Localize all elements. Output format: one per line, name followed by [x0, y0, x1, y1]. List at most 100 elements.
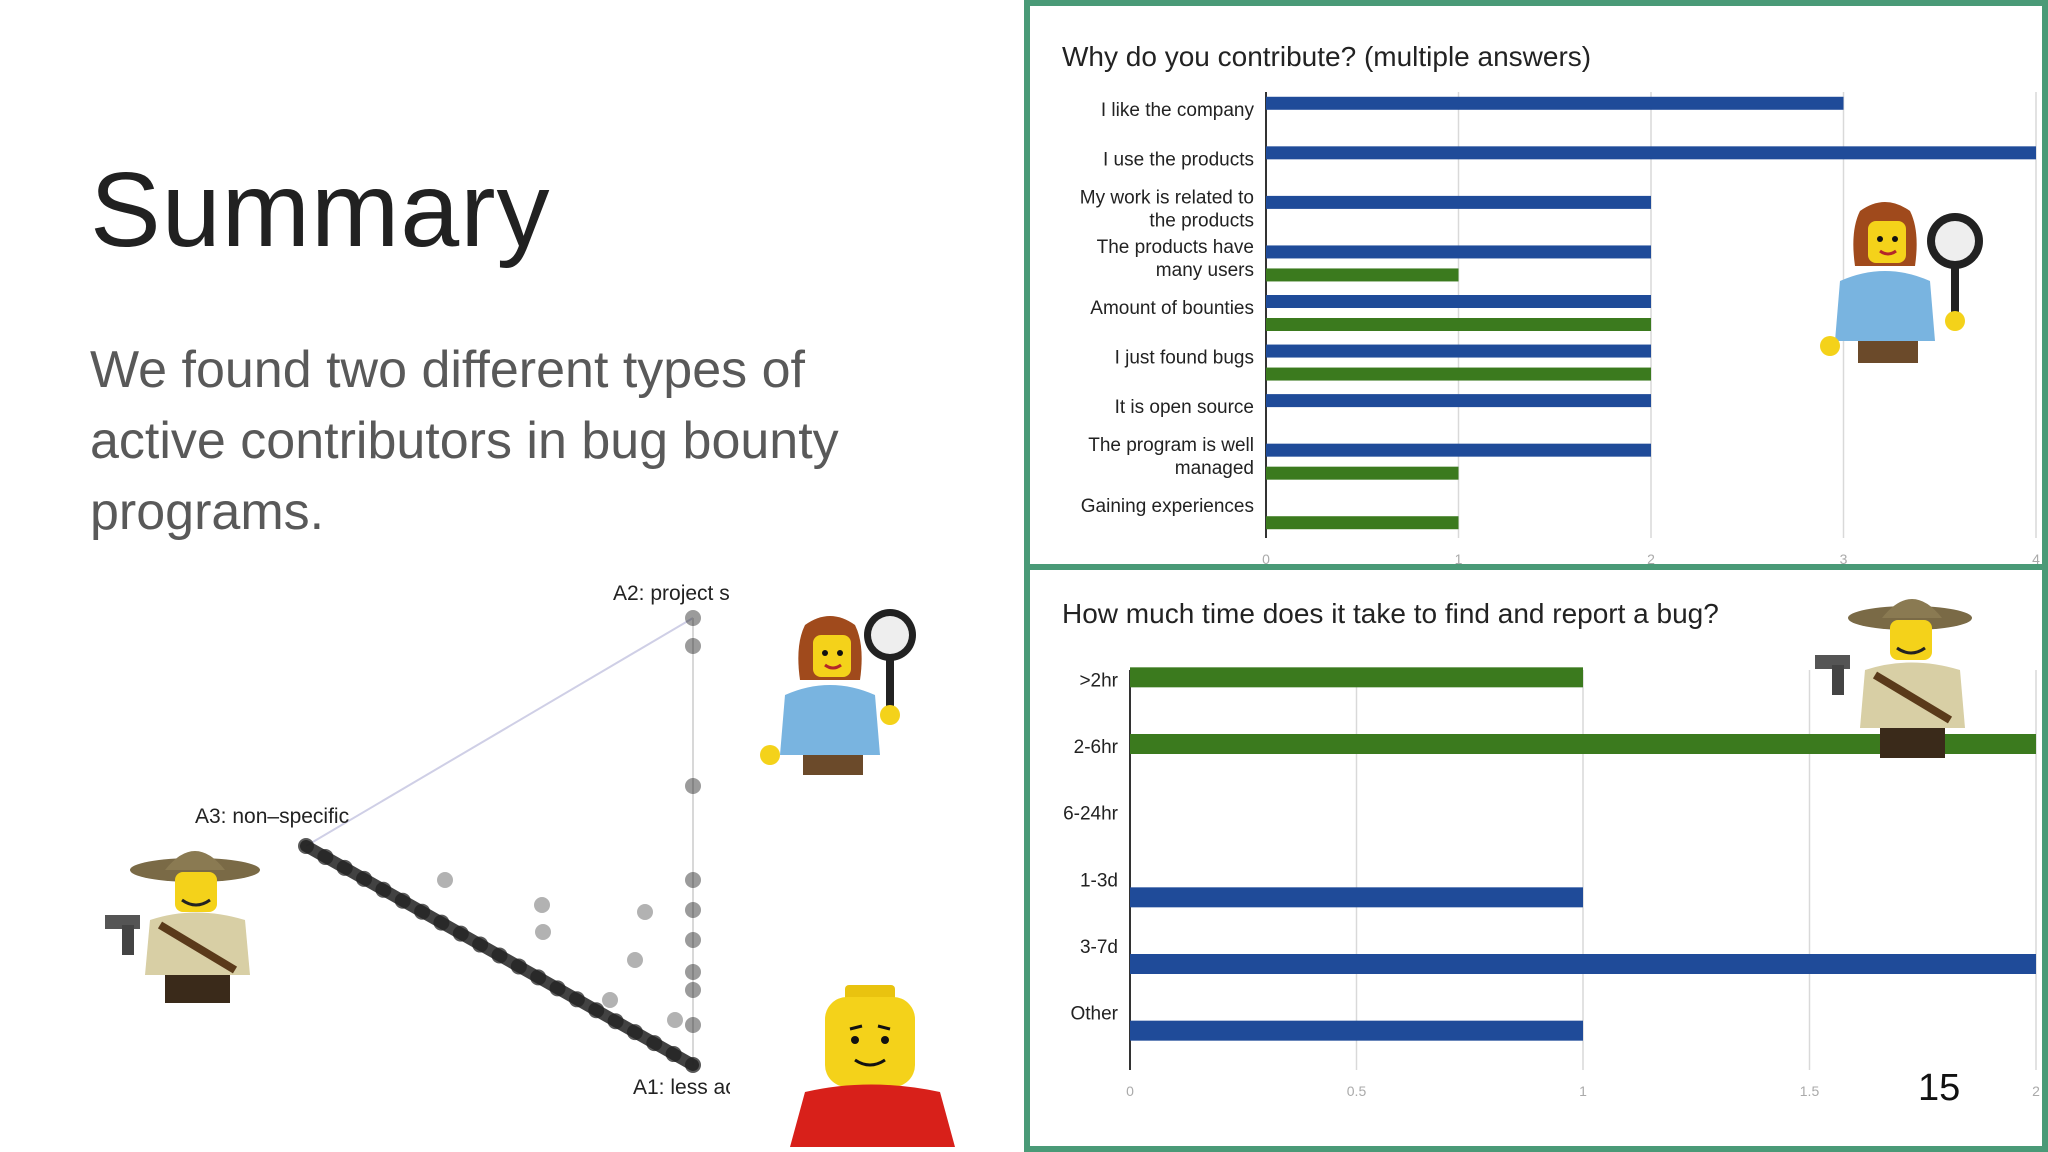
category-label: Gaining experiences [1081, 496, 1254, 517]
triangle-point [685, 872, 701, 888]
x-tick-label: 3 [1840, 551, 1848, 566]
triangle-point [637, 904, 653, 920]
triangle-point [685, 1057, 701, 1073]
category-label: The program is well [1088, 435, 1254, 456]
bar [1266, 96, 1844, 110]
bar [1130, 1020, 1583, 1041]
triangle-point [685, 902, 701, 918]
triangle-point [602, 992, 618, 1008]
category-label: 6-24hr [1063, 804, 1119, 825]
lego-head-image [790, 985, 955, 1147]
category-label: The products have [1097, 237, 1254, 258]
bar [1130, 887, 1583, 908]
triangle-point [375, 881, 392, 898]
x-tick-label: 1.5 [1800, 1083, 1820, 1099]
label-a2: A2: project specific [613, 582, 730, 605]
category-label: the products [1149, 210, 1254, 231]
x-tick-label: 4 [2032, 551, 2040, 566]
x-tick-label: 0 [1262, 551, 1270, 566]
chart2-title: How much time does it take to find and r… [1062, 598, 1719, 629]
detective-minifigure-chart-image [1820, 202, 1983, 363]
slide-body-text: We found two different types of active c… [90, 341, 839, 541]
archetype-triangle-plot: A2: project specific A3: non–specific A1… [195, 582, 730, 1099]
category-label: Other [1070, 1004, 1118, 1025]
category-label: 3-7d [1080, 937, 1118, 958]
bar [1266, 195, 1651, 209]
triangle-point [534, 897, 550, 913]
triangle-edge-a3-a2 [305, 617, 694, 847]
bar [1266, 295, 1651, 308]
category-label: 1-3d [1080, 870, 1118, 891]
page-number: 15 [1918, 1067, 1961, 1109]
triangle-point [437, 872, 453, 888]
triangle-point [491, 947, 508, 964]
category-label: managed [1175, 458, 1254, 479]
triangle-point [626, 1024, 643, 1041]
triangle-point [317, 848, 334, 865]
triangle-point [472, 936, 489, 953]
x-tick-label: 2 [2032, 1083, 2040, 1099]
bar [1266, 516, 1459, 530]
x-tick-label: 0 [1126, 1083, 1134, 1099]
triangle-point [433, 914, 450, 931]
bar [1130, 667, 1583, 688]
bar [1266, 466, 1459, 480]
category-label: I like the company [1101, 100, 1255, 121]
triangle-point [394, 892, 411, 909]
triangle-point [685, 610, 701, 626]
slide-title: Summary [90, 151, 551, 269]
triangle-point [336, 859, 353, 876]
triangle-point [685, 982, 701, 998]
x-tick-label: 0.5 [1347, 1083, 1367, 1099]
label-a3: A3: non–specific [195, 805, 349, 828]
x-tick-label: 1 [1455, 551, 1463, 566]
bar [1266, 344, 1651, 358]
x-tick-label: 1 [1579, 1083, 1587, 1099]
category-label: many users [1156, 260, 1254, 281]
bar [1266, 367, 1651, 381]
category-label: I just found bugs [1115, 348, 1254, 369]
bar [1266, 443, 1651, 457]
adventurer-minifigure-image [105, 851, 260, 1003]
triangle-point [452, 925, 469, 942]
triangle-point [667, 1012, 683, 1028]
triangle-point [535, 924, 551, 940]
category-label: >2hr [1079, 670, 1118, 691]
triangle-point [646, 1035, 663, 1052]
contribution-reasons-bar-chart: Why do you contribute? (multiple answers… [1062, 41, 2040, 566]
triangle-point [665, 1046, 682, 1063]
bar [1130, 954, 2036, 974]
triangle-point [510, 958, 527, 975]
detective-minifigure-image [760, 609, 916, 775]
label-a1: A1: less active [633, 1076, 730, 1099]
chart1-title: Why do you contribute? (multiple answers… [1062, 41, 1591, 72]
triangle-point [298, 838, 314, 854]
bar [1130, 734, 2036, 754]
bar [1266, 146, 2036, 160]
triangle-point [685, 932, 701, 948]
triangle-points [298, 610, 701, 1073]
triangle-point [685, 964, 701, 980]
triangle-point [530, 969, 547, 986]
category-label: It is open source [1115, 397, 1254, 418]
triangle-point [685, 1017, 701, 1033]
x-tick-label: 2 [1647, 551, 1655, 566]
triangle-point [588, 1002, 605, 1019]
triangle-point [549, 980, 566, 997]
bar [1266, 394, 1651, 408]
category-label: 2-6hr [1074, 737, 1119, 758]
triangle-point [627, 952, 643, 968]
triangle-point [685, 638, 701, 654]
category-label: My work is related to [1080, 187, 1254, 208]
triangle-point [414, 903, 431, 920]
triangle-point [685, 778, 701, 794]
bar [1266, 318, 1651, 331]
adventurer-minifigure-chart-image [1815, 599, 1972, 758]
triangle-point [356, 870, 373, 887]
triangle-point [607, 1013, 624, 1030]
bar [1266, 268, 1459, 282]
contribution-reasons-chart-panel: Why do you contribute? (multiple answers… [1024, 0, 2048, 570]
category-label: I use the products [1103, 149, 1254, 170]
bar [1266, 245, 1651, 259]
triangle-point [568, 991, 585, 1008]
